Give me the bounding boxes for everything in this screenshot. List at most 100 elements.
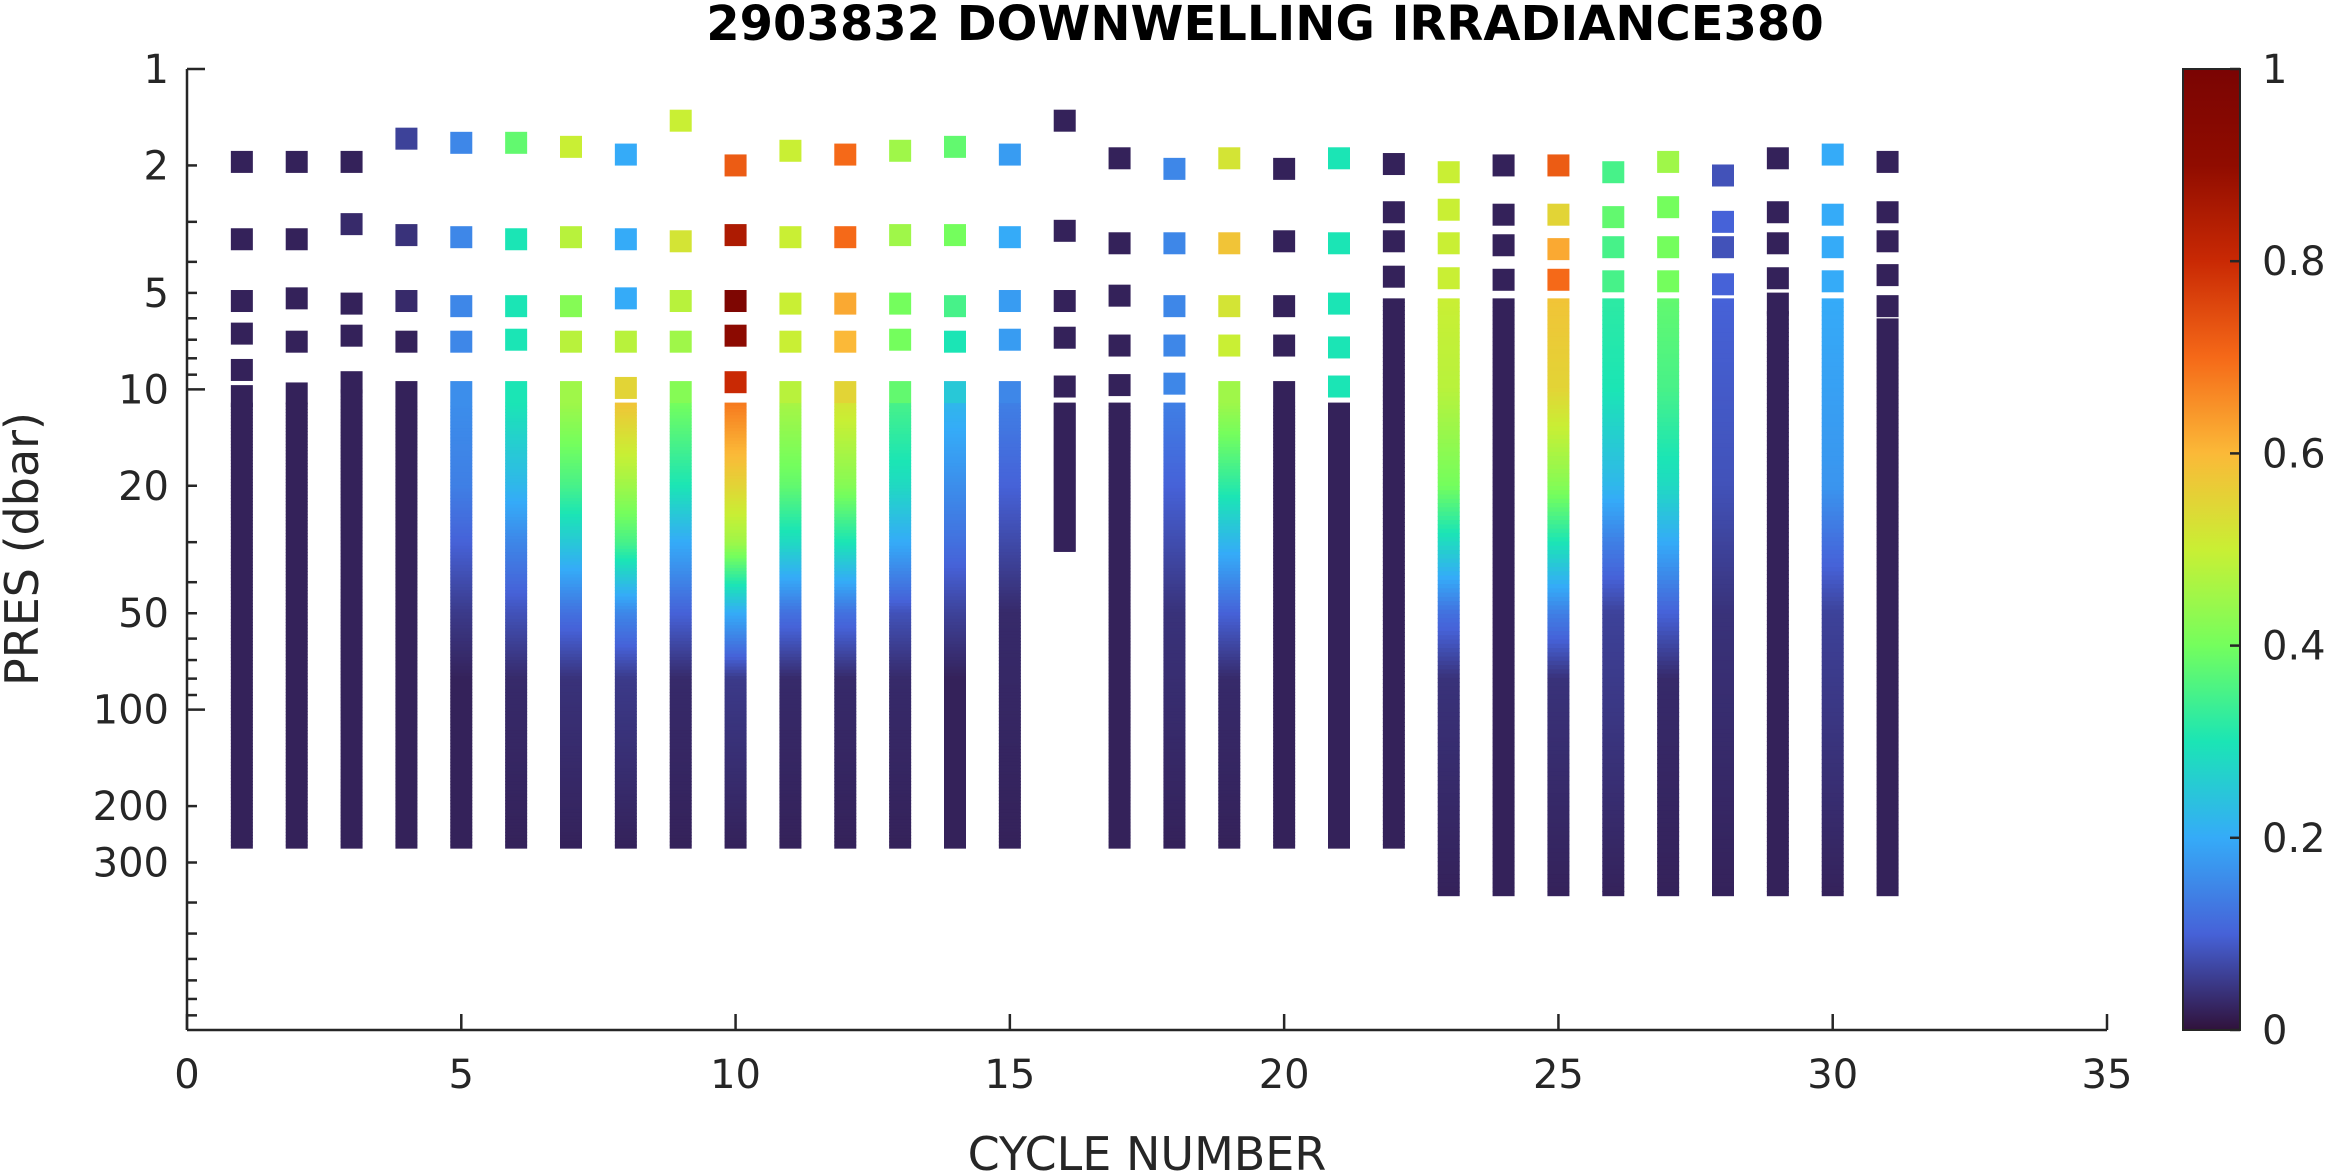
profile-segment: [450, 736, 473, 741]
profile-segment: [560, 463, 582, 468]
profile-segment: [1437, 758, 1460, 764]
profile-segment: [1108, 666, 1131, 671]
data-point: [395, 127, 418, 150]
profile-segment: [1382, 785, 1405, 790]
profile-segment: [1821, 690, 1844, 696]
data-point: [560, 226, 582, 249]
profile-segment: [1547, 494, 1570, 500]
profile-segment: [1382, 675, 1405, 680]
profile-segment: [450, 421, 473, 426]
profile-segment: [1273, 688, 1296, 693]
profile-segment: [505, 418, 528, 423]
profile-segment: [669, 835, 692, 840]
profile-segment: [395, 828, 418, 833]
profile-segment: [505, 599, 528, 604]
profile-segment: [779, 755, 802, 760]
profile-segment: [1766, 682, 1789, 688]
profile-segment: [1492, 443, 1515, 449]
profile-segment: [834, 644, 857, 649]
profile-segment: [1382, 353, 1405, 359]
profile-segment: [779, 606, 802, 611]
profile-segment: [1053, 411, 1076, 413]
profile-segment: [1547, 588, 1570, 594]
profile-segment: [669, 602, 692, 607]
profile-segment: [1437, 874, 1460, 880]
profile-segment: [1053, 474, 1076, 477]
profile-segment: [669, 838, 692, 843]
profile-segment: [614, 532, 637, 537]
profile-segment: [669, 571, 692, 576]
profile-segment: [1218, 746, 1241, 751]
profile-segment: [505, 434, 528, 439]
profile-segment: [505, 784, 528, 789]
profile-segment: [724, 771, 747, 776]
profile-segment: [998, 781, 1021, 786]
profile-segment: [1766, 469, 1789, 475]
profile-segment: [834, 698, 857, 703]
profile-segment: [834, 424, 857, 429]
profile-segment: [1602, 609, 1625, 615]
profile-segment: [560, 482, 582, 487]
data-point: [450, 330, 473, 353]
profile-segment: [1876, 871, 1899, 877]
data-point: [1547, 268, 1570, 291]
data-point: [1602, 270, 1625, 293]
profile-segment: [1328, 698, 1350, 703]
profile-segment: [1053, 446, 1076, 448]
profile-segment: [395, 428, 418, 433]
profile-segment: [669, 424, 692, 429]
profile-segment: [724, 402, 747, 407]
profile-segment: [1712, 315, 1734, 321]
profile-segment: [1273, 641, 1296, 646]
profile-segment: [1766, 432, 1789, 438]
profile-segment: [1492, 754, 1515, 760]
profile-segment: [724, 660, 747, 665]
profile-segment: [1273, 593, 1296, 598]
profile-segment: [1602, 545, 1625, 551]
profile-segment: [614, 501, 637, 506]
profile-segment: [1273, 453, 1296, 458]
profile-segment: [1712, 741, 1734, 747]
profile-segment: [779, 536, 802, 541]
profile-segment: [1163, 450, 1186, 455]
profile-segment: [1766, 870, 1789, 876]
profile-segment: [1382, 510, 1405, 516]
profile-segment: [889, 615, 912, 620]
profile-segment: [1766, 369, 1789, 375]
profile-segment: [1218, 539, 1241, 544]
profile-segment: [285, 529, 308, 534]
data-point: [1876, 295, 1899, 318]
profile-segment: [669, 428, 692, 433]
profile-segment: [505, 774, 528, 779]
profile-segment: [285, 532, 308, 537]
profile-segment: [1163, 558, 1186, 563]
profile-segment: [779, 520, 802, 525]
profile-segment: [669, 752, 692, 757]
profile-segment: [614, 434, 637, 439]
profile-segment: [998, 822, 1021, 827]
profile-segment: [889, 453, 912, 458]
profile-segment: [724, 485, 747, 490]
profile-segment: [998, 447, 1021, 452]
profile-segment: [1328, 666, 1350, 671]
profile-segment: [779, 405, 802, 410]
profile-segment: [1328, 628, 1350, 633]
profile-segment: [724, 755, 747, 760]
profile-segment: [1766, 377, 1789, 383]
profile-segment: [1053, 436, 1076, 439]
profile-segment: [1053, 458, 1076, 461]
profile-segment: [505, 641, 528, 646]
profile-segment: [450, 593, 473, 598]
profile-segment: [669, 669, 692, 674]
profile-segment: [1218, 472, 1241, 477]
profile-segment: [669, 746, 692, 751]
profile-segment: [1657, 741, 1680, 747]
cycle-profile: [1273, 157, 1296, 849]
profile-segment: [1382, 761, 1405, 767]
profile-segment: [779, 746, 802, 751]
profile-segment: [1437, 490, 1460, 496]
profile-segment: [340, 654, 363, 659]
profile-segment: [285, 440, 308, 445]
profile-segment: [1657, 349, 1680, 355]
profile-segment: [560, 774, 582, 779]
